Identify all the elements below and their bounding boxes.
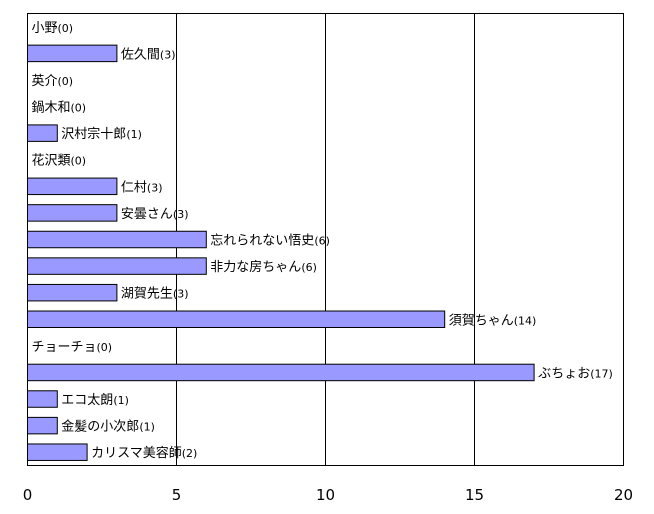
- bar: [27, 363, 535, 382]
- data-label: 英介(0): [32, 74, 74, 89]
- category-value: (0): [71, 155, 87, 168]
- category-name: 須賀ちゃん: [449, 313, 514, 328]
- category-name: 英介: [32, 74, 58, 89]
- category-name: 安曇さん: [121, 207, 173, 222]
- bar: [27, 390, 58, 408]
- category-value: (1): [126, 128, 142, 141]
- category-name: 仁村: [121, 180, 147, 195]
- bar: [27, 177, 118, 196]
- category-name: 沢村宗十郎: [61, 126, 126, 142]
- data-label: 非力な房ちゃん(6): [210, 259, 317, 275]
- bar: [27, 204, 118, 222]
- category-name: チョーチョ: [32, 340, 97, 355]
- category-name: 忘れられない悟史: [210, 234, 314, 249]
- category-value: (17): [590, 367, 613, 380]
- data-label: 沢村宗十郎(1): [61, 126, 142, 142]
- category-value: (3): [160, 48, 176, 61]
- bar: [27, 416, 58, 435]
- bar: [27, 443, 88, 461]
- category-value: (0): [58, 75, 74, 88]
- x-tick-label: 15: [465, 486, 484, 504]
- bar: [27, 257, 207, 275]
- data-label: 花沢類(0): [32, 153, 87, 169]
- category-value: (0): [71, 102, 87, 115]
- category-name: 鍋木和: [32, 100, 71, 116]
- x-tick-label: 0: [23, 486, 33, 504]
- bar-labels: 小野(0)佐久間(3)英介(0)鍋木和(0)沢村宗十郎(1)花沢類(0)仁村(3…: [32, 21, 613, 461]
- bar: [27, 124, 58, 142]
- data-label: 忘れられない悟史(6): [210, 234, 330, 249]
- category-value: (0): [97, 341, 113, 354]
- x-axis-ticks: 0 5 10 15 20: [23, 486, 633, 504]
- bar: [27, 230, 207, 249]
- bar: [27, 44, 118, 63]
- x-tick-label: 5: [172, 486, 182, 504]
- data-label: 鍋木和(0): [32, 100, 87, 116]
- category-name: 湖賀先生: [121, 287, 173, 302]
- category-value: (6): [314, 235, 330, 248]
- category-name: 花沢類: [32, 153, 71, 169]
- data-label: 湖賀先生(3): [121, 287, 189, 302]
- data-label: ぶちょお(17): [538, 366, 613, 381]
- category-name: ぶちょお: [538, 366, 590, 381]
- data-label: 安曇さん(3): [121, 207, 189, 222]
- data-label: 仁村(3): [121, 180, 163, 195]
- category-name: 非力な房ちゃん: [210, 259, 301, 275]
- data-label: エコ太朗(1): [61, 393, 129, 408]
- data-label: 金髪の小次郎(1): [61, 419, 155, 435]
- category-value: (2): [182, 447, 198, 460]
- data-label: カリスマ美容師(2): [91, 445, 197, 461]
- category-name: カリスマ美容師: [91, 445, 182, 461]
- data-label: 佐久間(3): [121, 47, 176, 62]
- category-value: (1): [139, 421, 155, 434]
- category-name: エコ太朗: [61, 393, 113, 408]
- category-value: (14): [514, 314, 537, 327]
- plot-frame: [27, 13, 624, 466]
- bar: [27, 283, 118, 302]
- category-name: 佐久間: [121, 47, 160, 62]
- category-name: 金髪の小次郎: [61, 419, 139, 435]
- data-label: 小野(0): [32, 21, 74, 36]
- bar: [27, 310, 446, 329]
- category-name: 小野: [32, 21, 58, 36]
- data-label: チョーチョ(0): [32, 340, 113, 355]
- category-value: (3): [173, 208, 189, 221]
- x-tick-label: 20: [614, 486, 633, 504]
- category-value: (3): [147, 181, 163, 194]
- data-label: 須賀ちゃん(14): [449, 313, 537, 328]
- category-value: (3): [173, 288, 189, 301]
- x-tick-label: 10: [316, 486, 335, 504]
- category-value: (6): [301, 261, 317, 274]
- category-value: (1): [113, 394, 129, 407]
- category-value: (0): [58, 22, 74, 35]
